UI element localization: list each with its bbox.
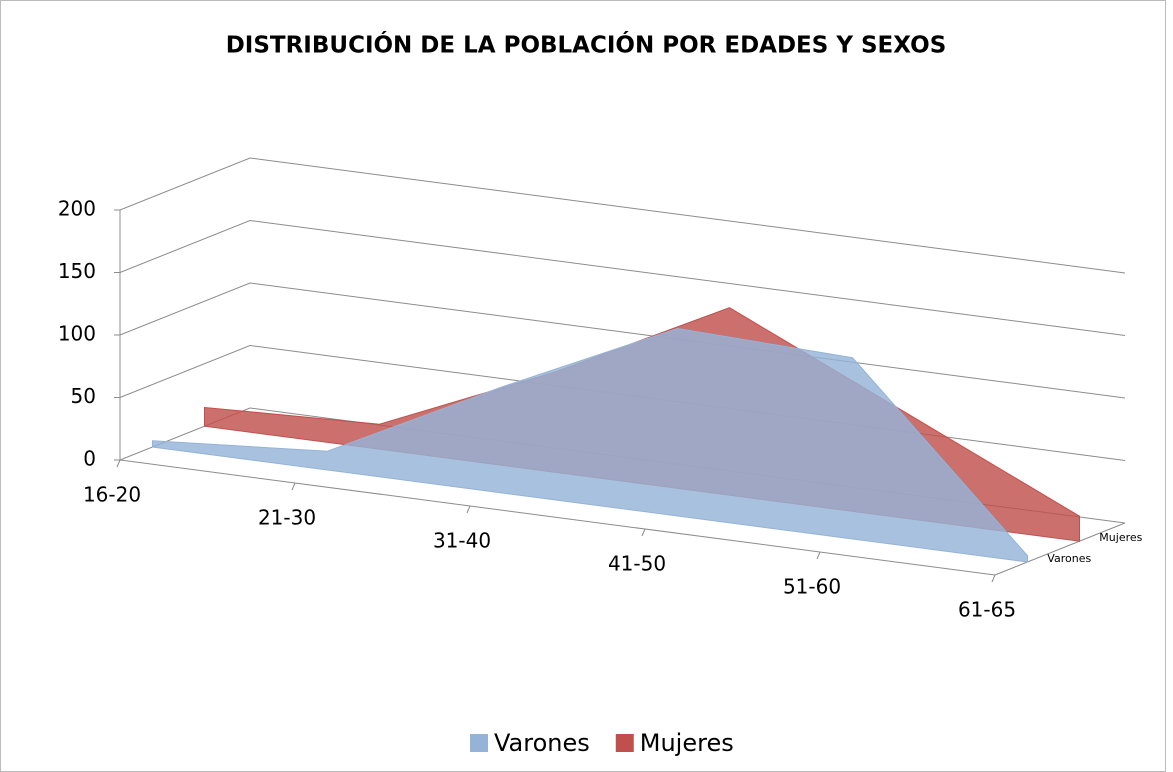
grid-line [119,157,1126,274]
x-tick-label: 41-50 [608,552,666,576]
chart-title: DISTRIBUCIÓN DE LA POBLACIÓN POR EDADES … [226,31,947,59]
depth-label: Mujeres [1099,531,1142,544]
legend-swatch [615,734,634,752]
y-tick-label: 50 [71,384,96,408]
y-tick-label: 100 [58,322,96,346]
legend-label: Mujeres [640,729,734,757]
x-tick-label: 31-40 [433,529,491,553]
area [152,327,1028,563]
y-tick-label: 200 [58,197,96,221]
depth-label: Varones [1047,552,1091,565]
x-axis [119,459,996,576]
x-tick [641,528,646,537]
legend-label: Varones [494,729,590,757]
x-tick [466,505,471,514]
x-tick-label: 61-65 [958,598,1016,622]
grid-line [119,219,1126,336]
legend-swatch [470,734,488,752]
y-tick-label: 0 [83,447,96,471]
depth-axis [994,522,1126,576]
x-tick [991,574,996,583]
x-tick-label: 51-60 [783,575,841,599]
x-tick [116,459,121,468]
x-tick-label: 21-30 [258,506,316,530]
x-tick [291,482,296,491]
y-tick-label: 150 [58,259,96,283]
x-tick [816,551,821,560]
x-tick-label: 16-20 [83,483,141,507]
